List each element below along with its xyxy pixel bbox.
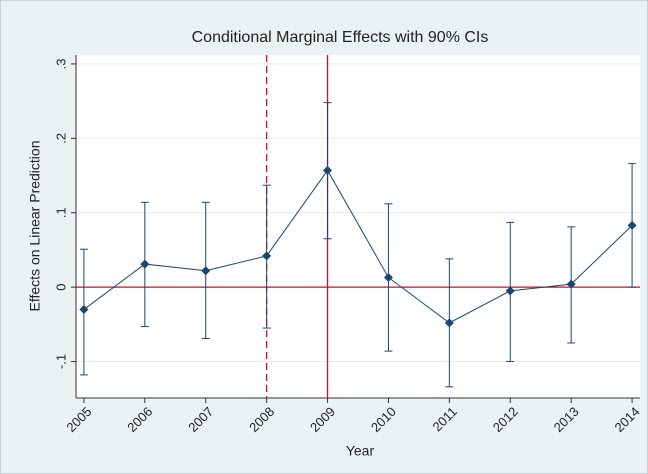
point: [627, 220, 637, 230]
point: [566, 279, 576, 289]
y-tick-label: .3: [53, 59, 68, 70]
y-tick-label: -.1: [53, 354, 68, 369]
series-line: [83, 169, 633, 324]
point: [383, 272, 393, 282]
point: [505, 286, 515, 296]
point: [201, 266, 211, 276]
point: [79, 304, 89, 314]
point: [140, 259, 150, 269]
point: [262, 251, 272, 261]
x-axis-label: Year: [346, 443, 375, 459]
plot-area: [76, 55, 640, 398]
point: [444, 318, 454, 328]
y-tick-label: .2: [53, 133, 68, 144]
y-tick-label: .1: [53, 207, 68, 218]
y-tick-label: 0: [53, 284, 68, 291]
point: [323, 165, 333, 175]
y-axis-label: Effects on Linear Prediction: [27, 141, 43, 312]
chart-title: Conditional Marginal Effects with 90% CI…: [192, 29, 489, 46]
